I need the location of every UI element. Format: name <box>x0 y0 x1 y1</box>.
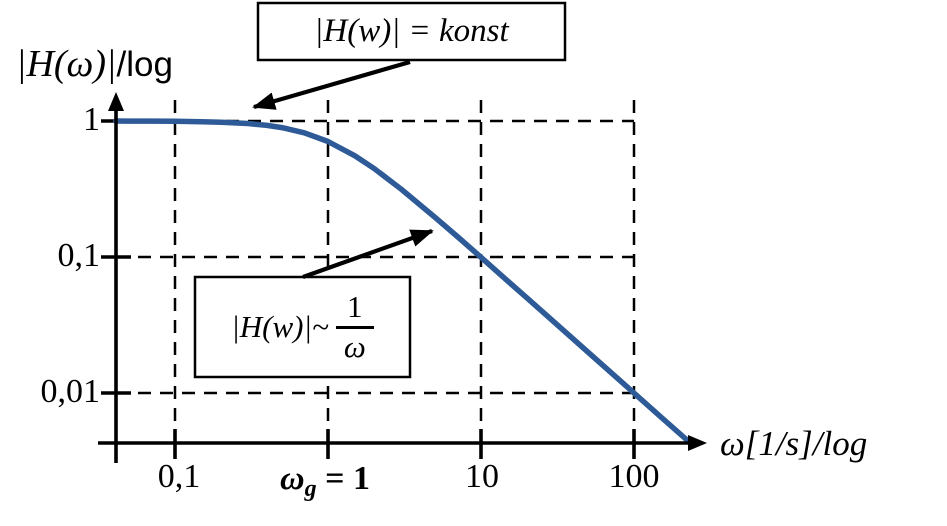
annotation-box-inverse-omega <box>193 275 412 379</box>
y-axis-label-suffix: /log <box>116 45 173 84</box>
fraction-bar <box>335 325 374 329</box>
magnitude-curve <box>113 118 690 443</box>
one-over-omega-fraction: 1 ω <box>335 288 374 364</box>
annotation-inverse-omega-text: |H(w)|~ 1 ω <box>195 277 410 377</box>
annotation-box-konst <box>256 1 567 62</box>
omega-symbol: ω <box>280 460 305 497</box>
x-tick-label-0-1: 0,1 <box>157 458 201 495</box>
x-tick-label-omega-g: ωg = 1 <box>280 460 370 503</box>
y-axis-label: |H(ω)|/log <box>16 42 173 86</box>
x-tick-label-100: 100 <box>608 458 660 495</box>
annotation-konst-text: |H(w)| = konst <box>314 13 509 49</box>
arrow-to-rolloff-region <box>302 229 434 279</box>
annotation-inverse-prefix: |H(w)|~ <box>231 309 329 344</box>
x-tick-label-10: 10 <box>465 458 499 495</box>
x-axis-arrowhead-icon <box>688 435 707 451</box>
y-tick-label-0-01: 0,01 <box>40 373 101 410</box>
y-tick-label-0-1: 0,1 <box>57 237 101 274</box>
x-axis-label: ω[1/s]/log <box>720 424 868 463</box>
y-tick-label-1: 1 <box>83 101 100 138</box>
arrow-to-flat-region <box>252 59 411 110</box>
y-axis-label-formula: |H(ω)| <box>16 43 117 85</box>
y-axis-arrowhead-icon <box>108 92 124 111</box>
omega-g-equals-one: = 1 <box>316 460 370 497</box>
omega-g-subscript: g <box>304 476 317 502</box>
fraction-denominator: ω <box>343 328 366 364</box>
fraction-numerator: 1 <box>347 288 363 324</box>
